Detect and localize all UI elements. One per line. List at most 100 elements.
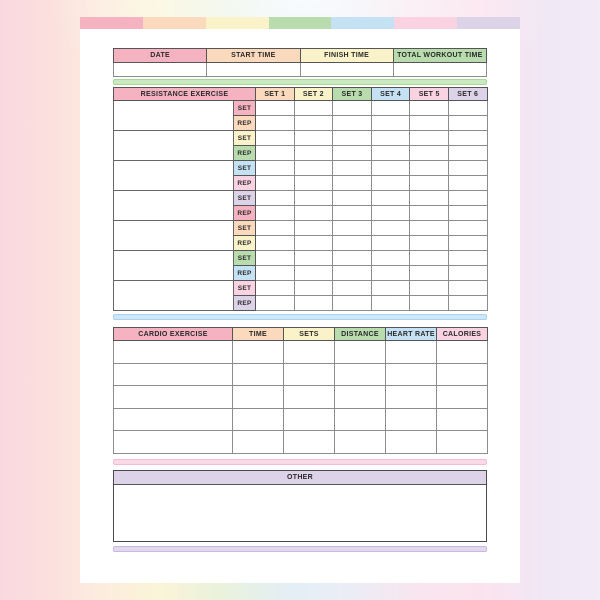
planner-page: DATE START TIME FINISH TIME TOTAL WORKOU… [80, 17, 521, 583]
entry-cell [332, 145, 372, 161]
strip-segment [331, 17, 395, 29]
exercise-name-cell [113, 220, 234, 251]
entry-cell [232, 385, 284, 409]
entry-cell [332, 130, 372, 146]
entry-cell [370, 100, 411, 116]
entry-cell [332, 265, 372, 281]
set-label: SET [233, 130, 256, 146]
entry-cell [409, 280, 449, 296]
table-row: SET [113, 220, 488, 251]
entry-cell [409, 295, 449, 311]
entry-cell [436, 407, 488, 432]
entry-cell [370, 235, 411, 251]
entry-cell [283, 430, 335, 454]
entry-cell [447, 175, 488, 191]
set-label: SET [233, 220, 256, 236]
other-notes-area [114, 484, 486, 541]
distance-header: DISTANCE [334, 327, 386, 341]
entry-cell [232, 430, 284, 454]
table-row: SET [113, 280, 488, 311]
finish-time-header: FINISH TIME [299, 48, 394, 63]
exercise-name-cell [113, 280, 234, 311]
entry-cell [293, 250, 334, 266]
entry-cell [409, 235, 449, 251]
entry-cell [255, 280, 295, 296]
entry-cell [283, 385, 335, 409]
entry-cell [255, 175, 295, 191]
entry-cell [370, 265, 411, 281]
strip-segment [394, 17, 458, 29]
entry-cell [436, 362, 488, 387]
entry-cell [293, 160, 334, 176]
entry-cell [332, 115, 372, 131]
entry-cell [255, 130, 295, 146]
start-time-header: START TIME [206, 48, 301, 63]
calories-header: CALORIES [436, 327, 488, 341]
session-value-row [112, 62, 488, 77]
cardio-exercise-header: CARDIO EXERCISE [113, 327, 233, 341]
time-header: TIME [232, 327, 284, 341]
entry-cell [370, 175, 411, 191]
set3-header: SET 3 [332, 87, 372, 101]
cardio-name-cell [113, 430, 233, 454]
entry-cell [370, 220, 411, 236]
entry-cell [283, 407, 335, 432]
entry-cell [447, 280, 488, 296]
entry-cell [255, 220, 295, 236]
entry-cell [447, 235, 488, 251]
rep-label: REP [233, 295, 256, 311]
entry-cell [293, 115, 334, 131]
entry-cell [385, 340, 437, 364]
set-label: SET [233, 280, 256, 296]
entry-cell [293, 175, 334, 191]
entry-cell [293, 280, 334, 296]
entry-cell [409, 175, 449, 191]
strip-segment [268, 17, 332, 29]
entry-cell [334, 340, 386, 364]
entry-cell [370, 295, 411, 311]
cardio-name-cell [113, 362, 233, 387]
sets-header: SETS [283, 327, 335, 341]
entry-cell [232, 407, 284, 432]
rainbow-strip [80, 17, 521, 29]
session-header-row: DATE START TIME FINISH TIME TOTAL WORKOU… [112, 48, 488, 63]
other-header: OTHER [114, 470, 486, 485]
rep-label: REP [233, 265, 256, 281]
entry-cell [409, 265, 449, 281]
entry-cell [293, 220, 334, 236]
table-row: SET [113, 250, 488, 281]
table-row: SET [113, 100, 488, 131]
entry-cell [447, 190, 488, 206]
resistance-exercise-table: RESISTANCE EXERCISE SET 1 SET 2 SET 3 SE… [113, 87, 488, 311]
set-label: SET [233, 160, 256, 176]
entry-cell [332, 100, 372, 116]
entry-cell [293, 205, 334, 221]
rep-label: REP [233, 145, 256, 161]
entry-cell [447, 160, 488, 176]
exercise-name-cell [113, 160, 234, 191]
entry-cell [447, 220, 488, 236]
entry-cell [436, 385, 488, 409]
entry-cell [293, 235, 334, 251]
cardio-exercise-table: CARDIO EXERCISE TIME SETS DISTANCE HEART… [113, 327, 488, 454]
entry-cell [447, 250, 488, 266]
entry-cell [370, 130, 411, 146]
rep-label: REP [233, 235, 256, 251]
page-content: DATE START TIME FINISH TIME TOTAL WORKOU… [112, 48, 488, 552]
set1-header: SET 1 [255, 87, 295, 101]
rep-label: REP [233, 205, 256, 221]
resistance-exercise-header: RESISTANCE EXERCISE [113, 87, 256, 101]
table-row: REP [114, 175, 488, 191]
entry-cell [447, 205, 488, 221]
set5-header: SET 5 [409, 87, 449, 101]
entry-cell [255, 250, 295, 266]
strip-segment [205, 17, 269, 29]
set-label: SET [233, 190, 256, 206]
exercise-name-cell [113, 100, 234, 131]
entry-cell [255, 295, 295, 311]
entry-cell [255, 265, 295, 281]
table-row: REP [114, 235, 488, 251]
entry-cell [232, 362, 284, 387]
entry-cell [370, 190, 411, 206]
